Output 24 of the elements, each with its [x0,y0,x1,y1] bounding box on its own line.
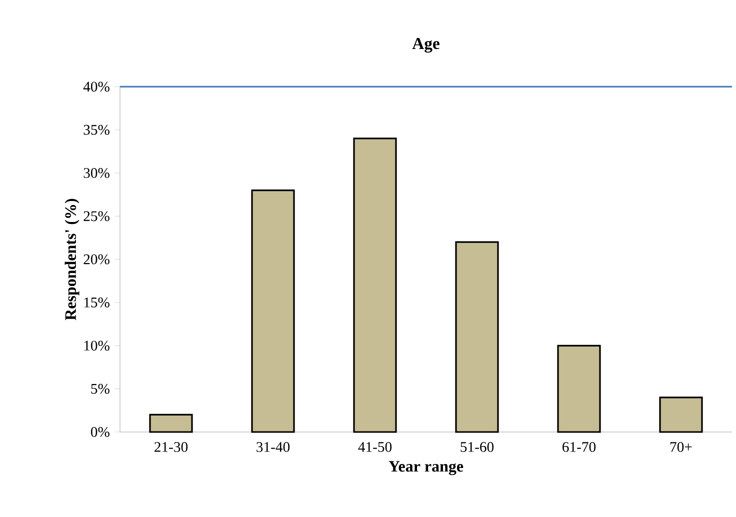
bar [149,414,193,433]
x-tick-label: 31-40 [256,442,290,452]
y-tick-label: 15% [84,298,110,308]
x-tick-label: 61-70 [562,442,596,452]
y-tick-label: 0% [90,427,110,437]
y-tick-label: 35% [84,124,110,135]
y-tick-label: 40% [83,82,110,92]
y-tick-label: 20% [84,254,110,264]
y-tick-label: 5% [91,384,110,394]
bar [557,344,601,433]
y-axis-title: Respondents' (%) [64,198,80,320]
y-tick-label: 25% [84,211,110,222]
x-tick-label: 21-30 [154,442,188,452]
x-tick-label: 70+ [670,442,692,452]
bar [251,189,295,433]
y-tick-label: 30% [84,168,110,178]
y-tick-label: 10% [84,340,110,351]
bar [353,138,397,433]
bar [455,241,499,433]
bar [659,396,703,433]
x-axis-title: Year range [388,461,464,476]
x-tick-label: 51-60 [460,442,494,452]
x-tick-label: 41-50 [358,442,392,452]
chart-title: Age [412,38,440,53]
